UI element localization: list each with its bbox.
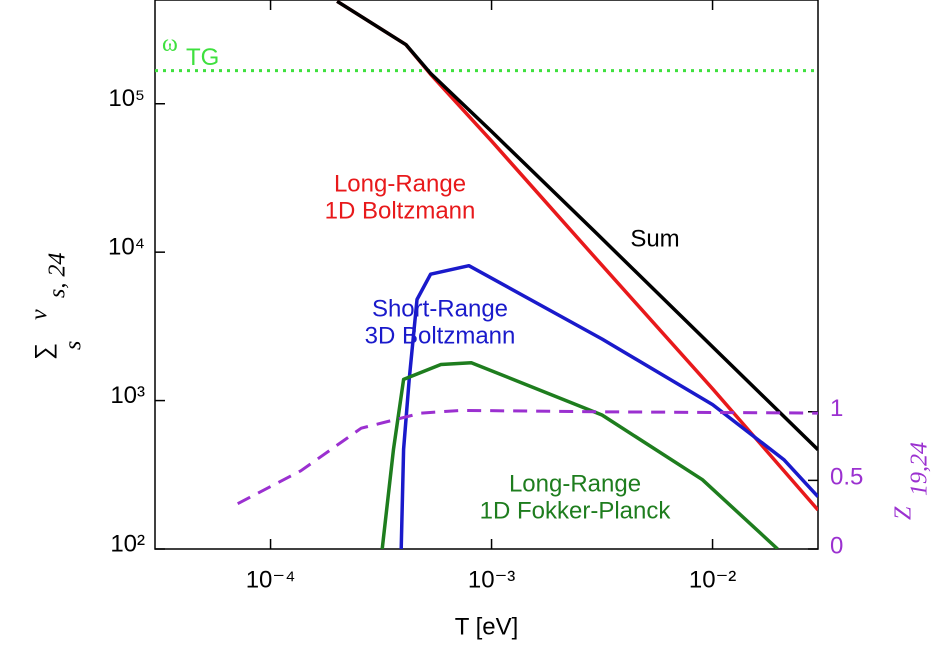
series-annotation: Sum bbox=[630, 225, 679, 252]
y2-tick-label: 0 bbox=[830, 532, 843, 559]
series-annotation: 3D Boltzmann bbox=[365, 322, 516, 349]
series-line bbox=[336, 0, 818, 451]
reference-label: ω bbox=[162, 31, 178, 57]
plot-frame bbox=[154, 0, 819, 550]
y2-tick-label: 1 bbox=[830, 395, 843, 422]
y-label-symbol: ∑ bbox=[30, 343, 57, 360]
y2-label-sub: 19,24 bbox=[907, 442, 931, 496]
x-tick-label: 10⁻⁴ bbox=[246, 566, 296, 593]
y2-axis-label: Z 19,24 bbox=[891, 442, 931, 520]
series-annotation: Long-Range bbox=[334, 170, 466, 197]
y-tick-label: 10⁵ bbox=[108, 85, 145, 112]
series-line bbox=[380, 360, 779, 549]
x-tick-label: 10⁻² bbox=[689, 566, 736, 593]
series-line bbox=[399, 263, 818, 549]
series-line bbox=[336, 0, 818, 512]
y-tick-label: 10⁴ bbox=[108, 234, 145, 261]
x-tick-label: 10⁻³ bbox=[468, 566, 515, 593]
y-tick-label: 10² bbox=[110, 530, 145, 557]
series-annotation: 1D Boltzmann bbox=[325, 197, 476, 224]
y-label-main: ν bbox=[27, 309, 53, 320]
series-annotation: Long-Range bbox=[509, 470, 641, 497]
series-annotation: 1D Fokker-Planck bbox=[480, 497, 672, 524]
y-label-sub: s, 24 bbox=[45, 253, 71, 298]
y-tick-label: 10³ bbox=[110, 382, 145, 409]
series-line bbox=[237, 408, 818, 506]
series-annotation: Short-Range bbox=[372, 295, 508, 322]
x-axis-label: T [eV] bbox=[455, 613, 519, 640]
y-label-below: s bbox=[61, 341, 87, 350]
reference-label-sub: TG bbox=[186, 44, 219, 71]
y2-label-main: Z bbox=[891, 506, 917, 520]
y2-tick-label: 0.5 bbox=[830, 464, 863, 491]
y-axis-label: ∑ s ν s, 24 bbox=[27, 253, 87, 360]
